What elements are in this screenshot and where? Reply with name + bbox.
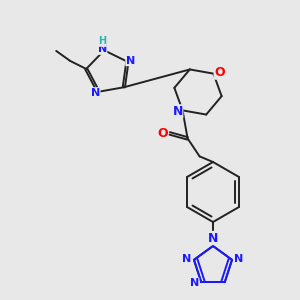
Text: N: N [234,254,244,264]
Text: N: N [182,254,192,264]
Text: O: O [214,66,225,79]
Text: O: O [157,127,168,140]
Text: N: N [208,232,218,244]
Text: N: N [126,56,135,66]
Text: N: N [172,105,183,118]
Text: N: N [98,44,107,54]
Text: N: N [91,88,100,98]
Text: H: H [98,36,106,46]
Text: N: N [190,278,199,288]
